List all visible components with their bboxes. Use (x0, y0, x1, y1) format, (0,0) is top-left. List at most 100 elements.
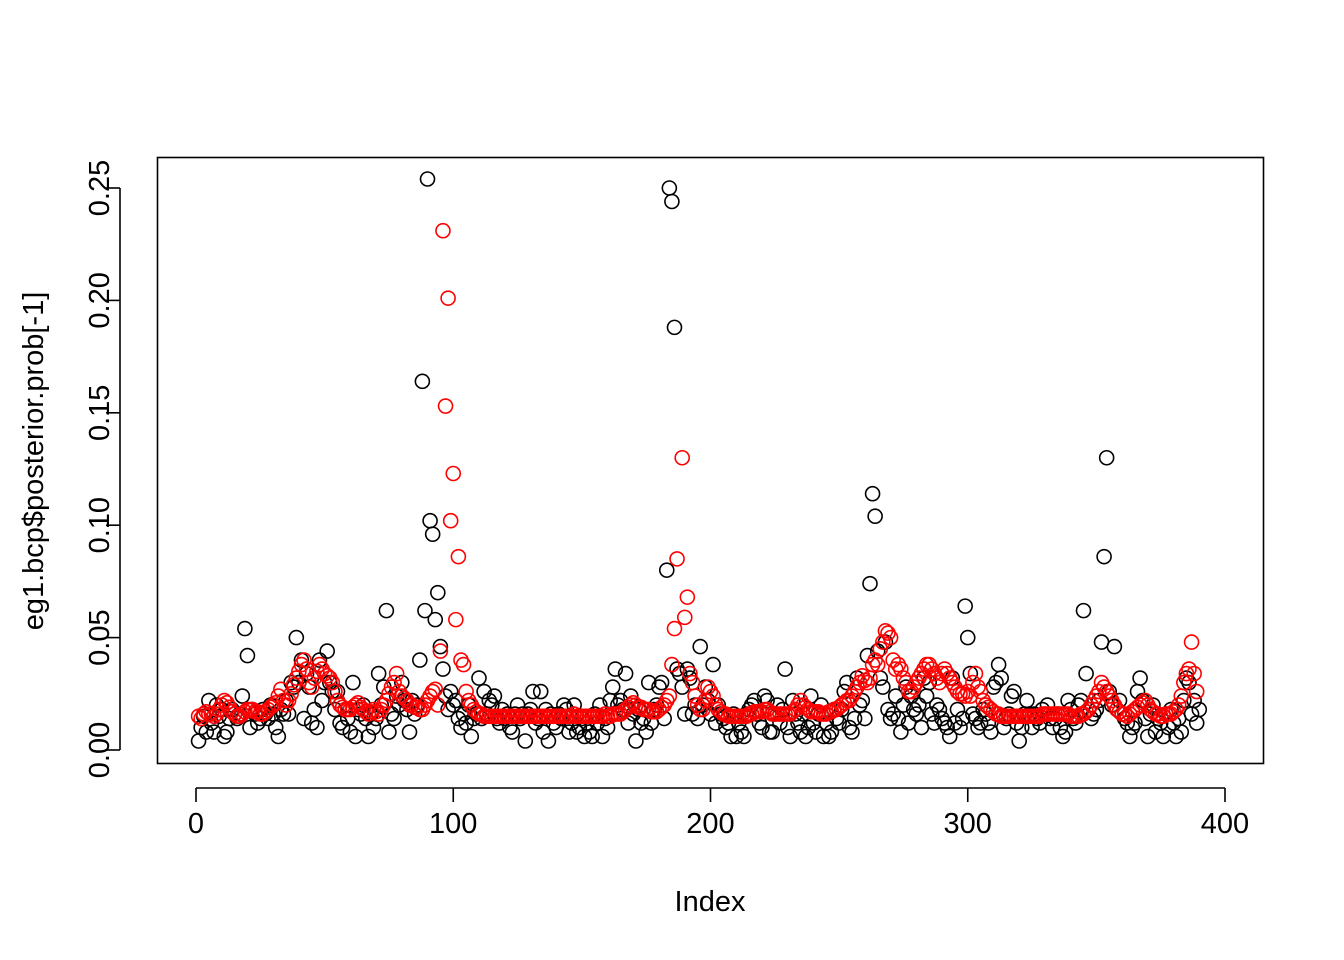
black-point (875, 679, 891, 695)
black-point (540, 733, 557, 749)
red-point (448, 611, 464, 628)
black-point (862, 575, 878, 592)
black-point (839, 674, 855, 691)
black-point (939, 719, 955, 736)
black-point (198, 724, 215, 740)
black-point (661, 180, 678, 196)
red-point (931, 674, 948, 691)
black-point (908, 706, 925, 722)
red-point (651, 701, 667, 718)
black-point (1106, 638, 1123, 655)
black-point (327, 701, 343, 718)
black-point (867, 508, 883, 525)
black-point (1168, 728, 1184, 745)
black-point (962, 665, 979, 682)
black-point (764, 724, 781, 740)
black-point (237, 620, 253, 637)
y-tick-label: 0.25 (84, 160, 116, 216)
black-point (893, 724, 909, 740)
red-point (1163, 706, 1179, 722)
black-point (463, 728, 480, 745)
red-point (682, 665, 698, 682)
black-point (242, 719, 258, 736)
black-point (476, 683, 492, 700)
black-point (638, 724, 654, 740)
y-tick-label: 0.20 (84, 272, 116, 328)
black-point (432, 638, 449, 655)
black-point (941, 728, 958, 745)
red-point (882, 629, 899, 646)
red-point (386, 674, 402, 691)
black-point (1075, 602, 1092, 619)
black-point (1057, 724, 1074, 740)
red-point (893, 661, 909, 677)
red-point (445, 465, 462, 482)
black-point (419, 171, 436, 187)
black-point (424, 526, 441, 542)
black-point (640, 674, 657, 691)
black-point (604, 679, 621, 695)
black-point (584, 728, 600, 745)
black-point (923, 706, 940, 722)
red-point (676, 609, 693, 626)
black-point (206, 724, 222, 740)
red-point (363, 703, 379, 720)
black-point (334, 719, 351, 736)
black-point (239, 647, 256, 664)
red-point (458, 683, 474, 700)
red-point (563, 708, 580, 725)
red-point (872, 641, 889, 657)
points-layer (190, 171, 1208, 749)
black-point (1019, 692, 1035, 709)
black-point (864, 485, 881, 502)
black-point (319, 643, 336, 659)
red-point (195, 706, 212, 722)
black-point (983, 724, 999, 740)
black-point (885, 706, 901, 722)
black-point (674, 679, 691, 695)
red-point (393, 688, 410, 704)
black-point (653, 674, 670, 691)
black-point (296, 710, 312, 727)
black-point (370, 665, 387, 682)
x-tick-label: 400 (1201, 808, 1249, 840)
black-point (859, 647, 876, 664)
red-point (435, 222, 451, 239)
x-tick-label: 200 (686, 808, 734, 840)
red-point (1188, 683, 1205, 700)
x-axis: 0 100 200 300 400 (188, 787, 1249, 840)
black-point (607, 661, 624, 677)
black-point (1140, 728, 1156, 745)
black-point (309, 719, 325, 736)
black-point (988, 674, 1004, 691)
black-point (911, 697, 927, 713)
red-point (427, 681, 444, 698)
black-point (692, 638, 709, 655)
y-tick-label: 0.00 (84, 722, 116, 778)
black-point (913, 719, 930, 736)
red-point (1075, 706, 1092, 722)
black-point (658, 562, 675, 578)
red-point (705, 688, 721, 704)
black-point (705, 656, 721, 673)
black-point (314, 692, 330, 709)
red-point (450, 548, 467, 565)
black-point (1122, 728, 1138, 745)
black-point (190, 733, 207, 749)
black-point (234, 688, 251, 704)
black-point (406, 706, 423, 722)
black-point (990, 656, 1007, 673)
black-point (561, 724, 577, 740)
red-point (1176, 674, 1192, 691)
black-point (1011, 733, 1028, 749)
black-point (486, 688, 503, 704)
black-point (782, 728, 799, 745)
red-point (224, 703, 240, 720)
black-point (412, 652, 428, 668)
black-point (1098, 449, 1115, 466)
red-point (203, 706, 220, 722)
red-point (666, 620, 683, 637)
black-point (440, 701, 456, 718)
black-point (954, 710, 971, 727)
black-point (957, 598, 973, 614)
